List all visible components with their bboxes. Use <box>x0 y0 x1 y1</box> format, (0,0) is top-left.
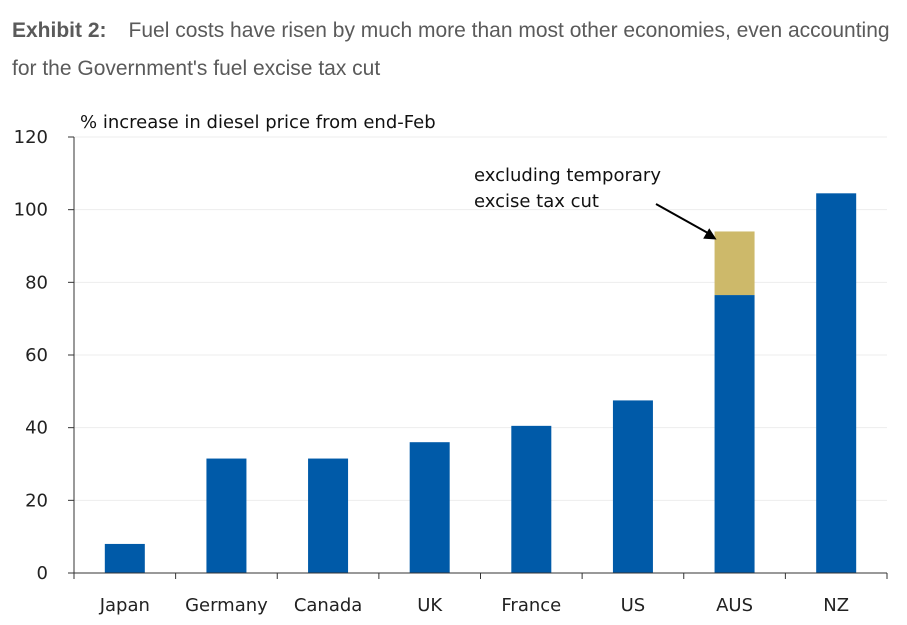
annotation-arrowhead <box>703 228 717 240</box>
x-tick-label: AUS <box>716 595 753 616</box>
y-tick-label: 40 <box>25 418 48 439</box>
annotation-text: excise tax cut <box>474 191 599 212</box>
bar-excise-aus <box>714 231 755 296</box>
bars <box>104 193 857 574</box>
bar-us <box>612 400 653 573</box>
x-tick-label: US <box>621 595 646 616</box>
x-tick-label: NZ <box>823 595 849 616</box>
x-tick-label: Canada <box>294 595 363 616</box>
y-tick-label: 80 <box>25 272 48 293</box>
y-tick-label: 120 <box>14 127 48 148</box>
bar-nz <box>816 193 857 574</box>
x-tick-label: UK <box>417 595 443 616</box>
annotation: excluding temporary excise tax cut <box>474 165 717 240</box>
y-axis-title: % increase in diesel price from end-Feb <box>80 112 436 133</box>
bar-canada <box>308 458 349 573</box>
x-tick-label: France <box>501 595 561 616</box>
bar-germany <box>206 458 247 573</box>
axes: 0 20 40 60 80 100 120 Japan Germany Canada UK Franc… <box>14 127 888 616</box>
x-tick-label: Japan <box>99 595 150 616</box>
y-tick-label: 100 <box>14 200 48 221</box>
y-tick-label: 60 <box>25 345 48 366</box>
annotation-text: excluding temporary <box>474 165 661 186</box>
exhibit-title-text: Fuel costs have risen by much more than … <box>12 19 890 80</box>
bar-japan <box>104 543 145 573</box>
bar-france <box>511 425 552 573</box>
bar-uk <box>409 442 450 573</box>
annotation-arrow <box>655 203 712 236</box>
exhibit-title: Exhibit 2: Fuel costs have risen by much … <box>12 12 897 88</box>
y-tick-label: 0 <box>37 563 48 584</box>
exhibit-label: Exhibit 2: <box>12 19 107 42</box>
y-tick-label: 20 <box>25 490 48 511</box>
bar-aus <box>714 295 755 573</box>
x-tick-label: Germany <box>185 595 268 616</box>
